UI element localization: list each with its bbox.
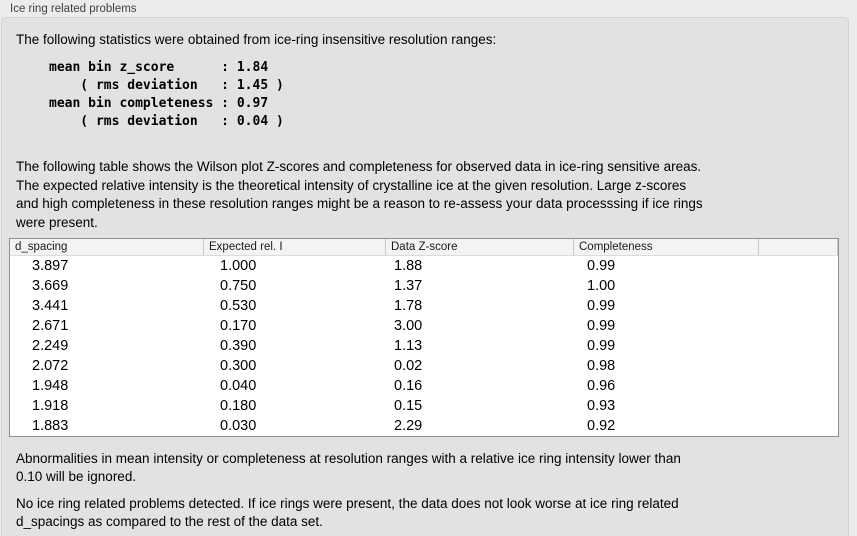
- cell-data-z-score: 0.02: [394, 358, 423, 374]
- cell-completeness: 0.99: [587, 258, 616, 274]
- cell-empty: [759, 356, 838, 376]
- table-row[interactable]: 2.671 0.170 3.00 0.99: [10, 316, 838, 336]
- cell-completeness: 1.00: [587, 278, 616, 294]
- cell-expected-rel-i: 0.750: [220, 278, 257, 294]
- table-row[interactable]: 3.669 0.750 1.37 1.00: [10, 276, 838, 296]
- cell-expected-rel-i: 0.180: [220, 398, 257, 414]
- column-header[interactable]: Data Z-score: [386, 239, 574, 255]
- column-header[interactable]: d_spacing: [10, 239, 204, 255]
- cell-d-spacing: 2.249: [32, 338, 69, 354]
- ice-ring-panel: The following statistics were obtained f…: [1, 17, 849, 536]
- table-row[interactable]: 1.918 0.180 0.15 0.93: [10, 396, 838, 416]
- cell-completeness: 0.96: [587, 378, 616, 394]
- cell-expected-rel-i: 0.040: [220, 378, 257, 394]
- cell-d-spacing: 2.072: [32, 358, 69, 374]
- ice-ring-table[interactable]: d_spacing Expected rel. I Data Z-score Comp…: [9, 238, 839, 437]
- cell-expected-rel-i: 0.030: [220, 418, 257, 434]
- cell-expected-rel-i: 1.000: [220, 258, 257, 274]
- cell-data-z-score: 1.88: [394, 258, 423, 274]
- cell-empty: [759, 316, 838, 336]
- cell-completeness: 0.99: [587, 318, 616, 334]
- cell-expected-rel-i: 0.530: [220, 298, 257, 314]
- table-row[interactable]: 3.897 1.000 1.88 0.99: [10, 256, 838, 276]
- column-header[interactable]: [759, 239, 838, 255]
- description-text: The following table shows the Wilson plo…: [16, 159, 703, 230]
- cell-empty: [759, 296, 838, 316]
- cell-d-spacing: 2.671: [32, 318, 69, 334]
- column-header[interactable]: Expected rel. I: [204, 239, 386, 255]
- cell-expected-rel-i: 0.300: [220, 358, 257, 374]
- ignore-note: Abnormalities in mean intensity or compl…: [16, 451, 681, 484]
- cell-completeness: 0.98: [587, 358, 616, 374]
- table-row[interactable]: 1.883 0.030 2.29 0.92: [10, 416, 838, 436]
- table-header: d_spacing Expected rel. I Data Z-score Comp…: [10, 239, 838, 256]
- table-body: 3.897 1.000 1.88 0.99 3.669 0.750 1.37 1…: [10, 256, 838, 436]
- cell-d-spacing: 3.441: [32, 298, 69, 314]
- cell-empty: [759, 276, 838, 296]
- cell-d-spacing: 1.948: [32, 378, 69, 394]
- cell-data-z-score: 1.13: [394, 338, 423, 354]
- cell-completeness: 0.93: [587, 398, 616, 414]
- cell-completeness: 0.92: [587, 418, 616, 434]
- table-row[interactable]: 2.072 0.300 0.02 0.98: [10, 356, 838, 376]
- stats-block: mean bin z_score : 1.84 ( rms deviation …: [49, 60, 284, 129]
- cell-completeness: 0.99: [587, 338, 616, 354]
- cell-d-spacing: 3.897: [32, 258, 69, 274]
- cell-empty: [759, 336, 838, 356]
- cell-expected-rel-i: 0.170: [220, 318, 257, 334]
- result-note: No ice ring related problems detected. I…: [16, 496, 679, 529]
- cell-completeness: 0.99: [587, 298, 616, 314]
- table-row[interactable]: 1.948 0.040 0.16 0.96: [10, 376, 838, 396]
- cell-data-z-score: 3.00: [394, 318, 423, 334]
- cell-d-spacing: 1.883: [32, 418, 69, 434]
- table-row[interactable]: 2.249 0.390 1.13 0.99: [10, 336, 838, 356]
- cell-data-z-score: 2.29: [394, 418, 423, 434]
- cell-empty: [759, 416, 838, 436]
- cell-data-z-score: 0.16: [394, 378, 423, 394]
- intro-text: The following statistics were obtained f…: [16, 32, 497, 47]
- cell-d-spacing: 3.669: [32, 278, 69, 294]
- table-row[interactable]: 3.441 0.530 1.78 0.99: [10, 296, 838, 316]
- cell-empty: [759, 256, 838, 276]
- cell-empty: [759, 376, 838, 396]
- section-title: Ice ring related problems: [10, 3, 137, 15]
- cell-data-z-score: 1.78: [394, 298, 423, 314]
- cell-d-spacing: 1.918: [32, 398, 69, 414]
- cell-empty: [759, 396, 838, 416]
- column-header[interactable]: Completeness: [574, 239, 759, 255]
- cell-data-z-score: 0.15: [394, 398, 423, 414]
- cell-data-z-score: 1.37: [394, 278, 423, 294]
- cell-expected-rel-i: 0.390: [220, 338, 257, 354]
